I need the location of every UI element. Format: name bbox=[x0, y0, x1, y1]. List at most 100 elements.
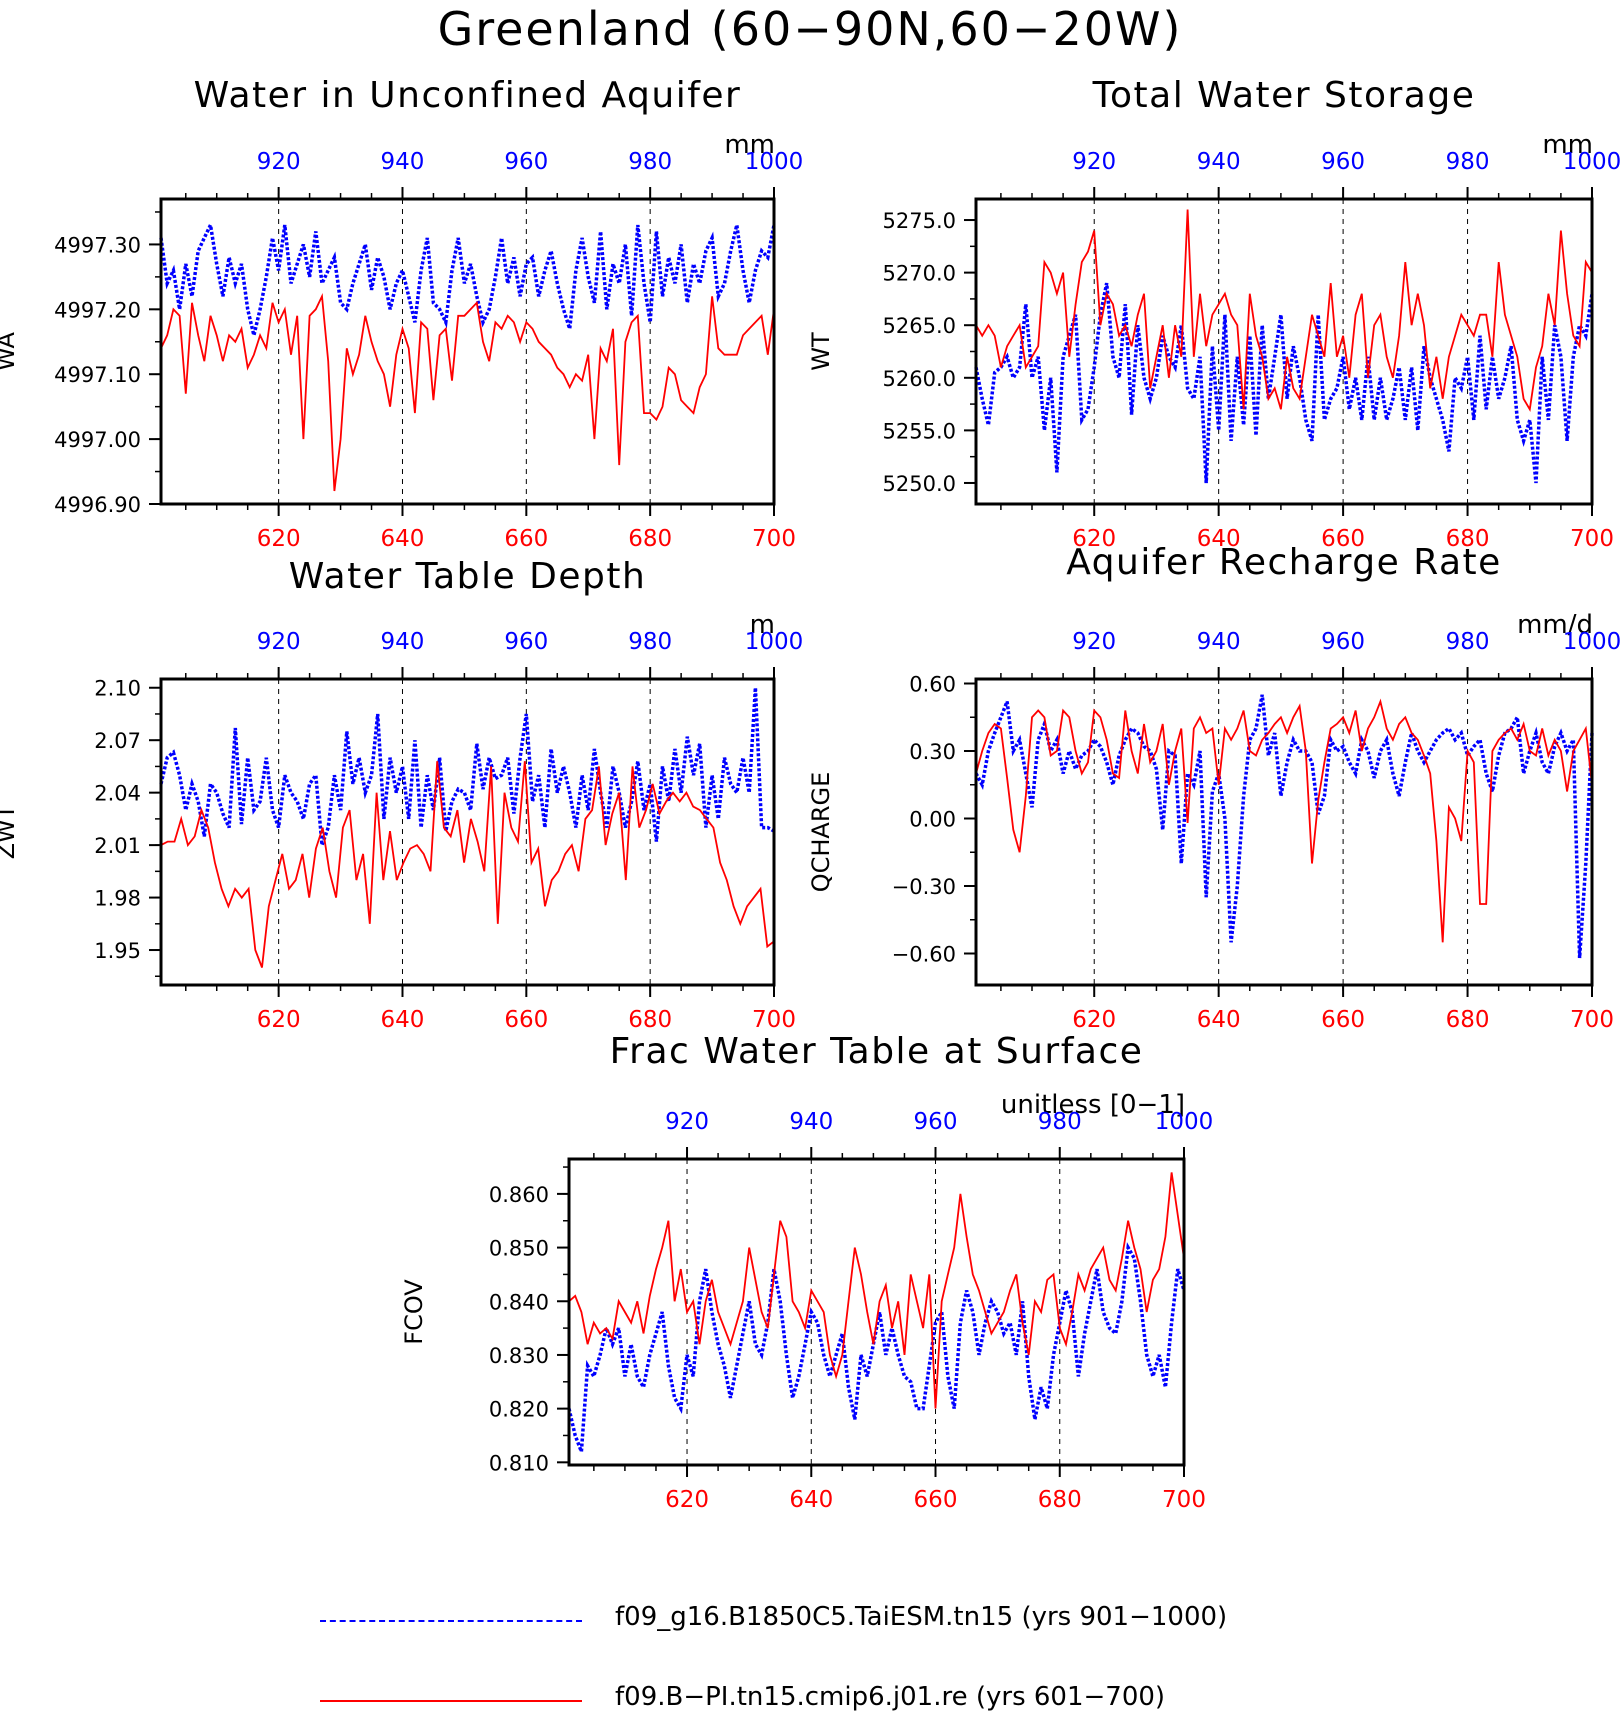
x-top-tick-label: 940 bbox=[1197, 149, 1241, 175]
legend-line-series-a bbox=[320, 1620, 582, 1622]
figure-title: Greenland (60−90N,60−20W) bbox=[437, 2, 1183, 56]
y-tick-label: 0.00 bbox=[909, 808, 956, 832]
y-tick-label: 5270.0 bbox=[883, 262, 956, 286]
y-tick-label: 2.04 bbox=[94, 782, 141, 806]
x-top-tick-label: 920 bbox=[257, 149, 301, 175]
y-tick-label: 0.30 bbox=[909, 740, 956, 764]
series-line-top bbox=[974, 694, 1594, 959]
legend-label-series-a: f09_g16.B1850C5.TaiESM.tn15 (yrs 901−100… bbox=[615, 1602, 1228, 1632]
x-bottom-tick-label: 660 bbox=[504, 1007, 548, 1033]
x-bottom-tick-label: 640 bbox=[789, 1487, 833, 1513]
series-line-bottom bbox=[160, 292, 775, 492]
x-top-tick-label: 980 bbox=[628, 149, 672, 175]
chart-title: Total Water Storage bbox=[1092, 75, 1476, 116]
x-bottom-tick-label: 680 bbox=[1446, 1007, 1490, 1033]
series-line-bottom bbox=[975, 209, 1593, 412]
chart-panel-4: Aquifer Recharge Rate mm/d −0.60 −0.30 0.00 0… bbox=[807, 542, 1620, 1033]
y-tick-label: 5265.0 bbox=[883, 314, 956, 338]
chart-panel-3: Water Table Depth m 1.95 1.98 2.01 2.04 2.07 2.… bbox=[0, 556, 803, 1033]
x-bottom-tick-label: 680 bbox=[628, 526, 672, 552]
x-bottom-tick-label: 640 bbox=[1197, 1007, 1241, 1033]
x-bottom-tick-label: 620 bbox=[257, 526, 301, 552]
x-top-tick-label: 980 bbox=[1446, 149, 1490, 175]
x-bottom-tick-label: 700 bbox=[1570, 1007, 1614, 1033]
y-tick-label: 0.840 bbox=[489, 1290, 549, 1314]
y-axis-label: WA bbox=[0, 332, 20, 371]
y-tick-label: 5255.0 bbox=[883, 419, 956, 443]
series-line-top bbox=[159, 219, 776, 336]
x-top-tick-label: 1000 bbox=[745, 629, 804, 655]
x-bottom-tick-label: 620 bbox=[1072, 526, 1116, 552]
x-bottom-tick-label: 660 bbox=[1321, 526, 1365, 552]
y-tick-label: 5260.0 bbox=[883, 367, 956, 391]
y-tick-label: 0.810 bbox=[489, 1451, 549, 1475]
y-tick-label: 2.01 bbox=[94, 834, 141, 858]
y-tick-label: 4997.20 bbox=[54, 298, 141, 322]
plot-frame bbox=[159, 197, 776, 506]
chart-panel-5: Frac Water Table at Surface unitless [0−1… bbox=[400, 1031, 1213, 1513]
y-tick-label: −0.30 bbox=[892, 875, 956, 899]
x-top-tick-label: 960 bbox=[914, 1109, 958, 1135]
x-bottom-tick-label: 640 bbox=[381, 1007, 425, 1033]
y-tick-label: 5250.0 bbox=[883, 472, 956, 496]
x-top-tick-label: 1000 bbox=[1563, 629, 1620, 655]
y-tick-label: −0.60 bbox=[892, 943, 956, 967]
legend-label-series-b: f09.B−PI.tn15.cmip6.j01.re (yrs 601−700) bbox=[615, 1682, 1166, 1712]
chart-panel-1: Water in Unconfined Aquifer mm 4996.90 4997… bbox=[0, 75, 803, 552]
x-top-tick-label: 960 bbox=[1321, 629, 1365, 655]
chart-title: Water Table Depth bbox=[289, 556, 647, 597]
chart-title: Water in Unconfined Aquifer bbox=[194, 75, 742, 116]
x-top-tick-label: 960 bbox=[1321, 149, 1365, 175]
x-top-tick-label: 980 bbox=[628, 629, 672, 655]
x-top-tick-label: 940 bbox=[1197, 629, 1241, 655]
y-tick-label: 1.98 bbox=[94, 887, 141, 911]
x-top-tick-label: 920 bbox=[257, 629, 301, 655]
x-top-tick-label: 920 bbox=[665, 1109, 709, 1135]
y-tick-label: 2.07 bbox=[94, 729, 141, 753]
legend: f09_g16.B1850C5.TaiESM.tn15 (yrs 901−100… bbox=[320, 1580, 1320, 1730]
x-top-tick-label: 920 bbox=[1072, 629, 1116, 655]
x-bottom-tick-label: 700 bbox=[1570, 526, 1614, 552]
plot-frame bbox=[974, 677, 1594, 987]
y-tick-label: 1.95 bbox=[94, 939, 141, 963]
x-bottom-tick-label: 680 bbox=[1038, 1487, 1082, 1513]
x-bottom-tick-label: 620 bbox=[1072, 1007, 1116, 1033]
y-axis-label: ZWT bbox=[0, 804, 20, 859]
x-bottom-tick-label: 700 bbox=[752, 1007, 796, 1033]
units-label: mm/d bbox=[1517, 610, 1593, 640]
x-bottom-tick-label: 640 bbox=[381, 526, 425, 552]
series-line-top bbox=[974, 282, 1594, 484]
y-tick-label: 4996.90 bbox=[54, 493, 141, 517]
series-line-bottom bbox=[160, 761, 775, 968]
chart-title: Frac Water Table at Surface bbox=[610, 1031, 1144, 1072]
x-bottom-tick-label: 660 bbox=[1321, 1007, 1365, 1033]
series-line-bottom bbox=[975, 698, 1593, 943]
units-label: m bbox=[750, 610, 775, 640]
series-line-top bbox=[159, 687, 775, 846]
y-tick-label: 4997.10 bbox=[54, 363, 141, 387]
x-top-tick-label: 940 bbox=[789, 1109, 833, 1135]
y-tick-label: 0.820 bbox=[489, 1398, 549, 1422]
y-tick-label: 0.60 bbox=[909, 673, 956, 697]
x-top-tick-label: 920 bbox=[1072, 149, 1116, 175]
y-axis-label: WT bbox=[807, 332, 835, 371]
chart-panel-2: Total Water Storage mm 5250.0 5255.0 5260.0 5… bbox=[807, 75, 1620, 552]
y-tick-label: 2.10 bbox=[94, 677, 141, 701]
x-bottom-tick-label: 680 bbox=[628, 1007, 672, 1033]
x-top-tick-label: 980 bbox=[1446, 629, 1490, 655]
y-tick-label: 0.830 bbox=[489, 1344, 549, 1368]
x-top-tick-label: 960 bbox=[504, 149, 548, 175]
legend-line-series-b bbox=[320, 1700, 582, 1702]
x-bottom-tick-label: 620 bbox=[257, 1007, 301, 1033]
y-tick-label: 0.860 bbox=[489, 1183, 549, 1207]
y-tick-label: 5275.0 bbox=[883, 209, 956, 233]
x-top-tick-label: 1000 bbox=[1563, 149, 1620, 175]
y-tick-label: 4997.00 bbox=[54, 428, 141, 452]
chart-title: Aquifer Recharge Rate bbox=[1066, 542, 1502, 583]
series-line-top bbox=[567, 1242, 1186, 1453]
plot-frame bbox=[159, 677, 776, 987]
units-label: mm bbox=[724, 130, 775, 160]
plot-frame bbox=[567, 1157, 1186, 1467]
x-top-tick-label: 1000 bbox=[1155, 1109, 1214, 1135]
